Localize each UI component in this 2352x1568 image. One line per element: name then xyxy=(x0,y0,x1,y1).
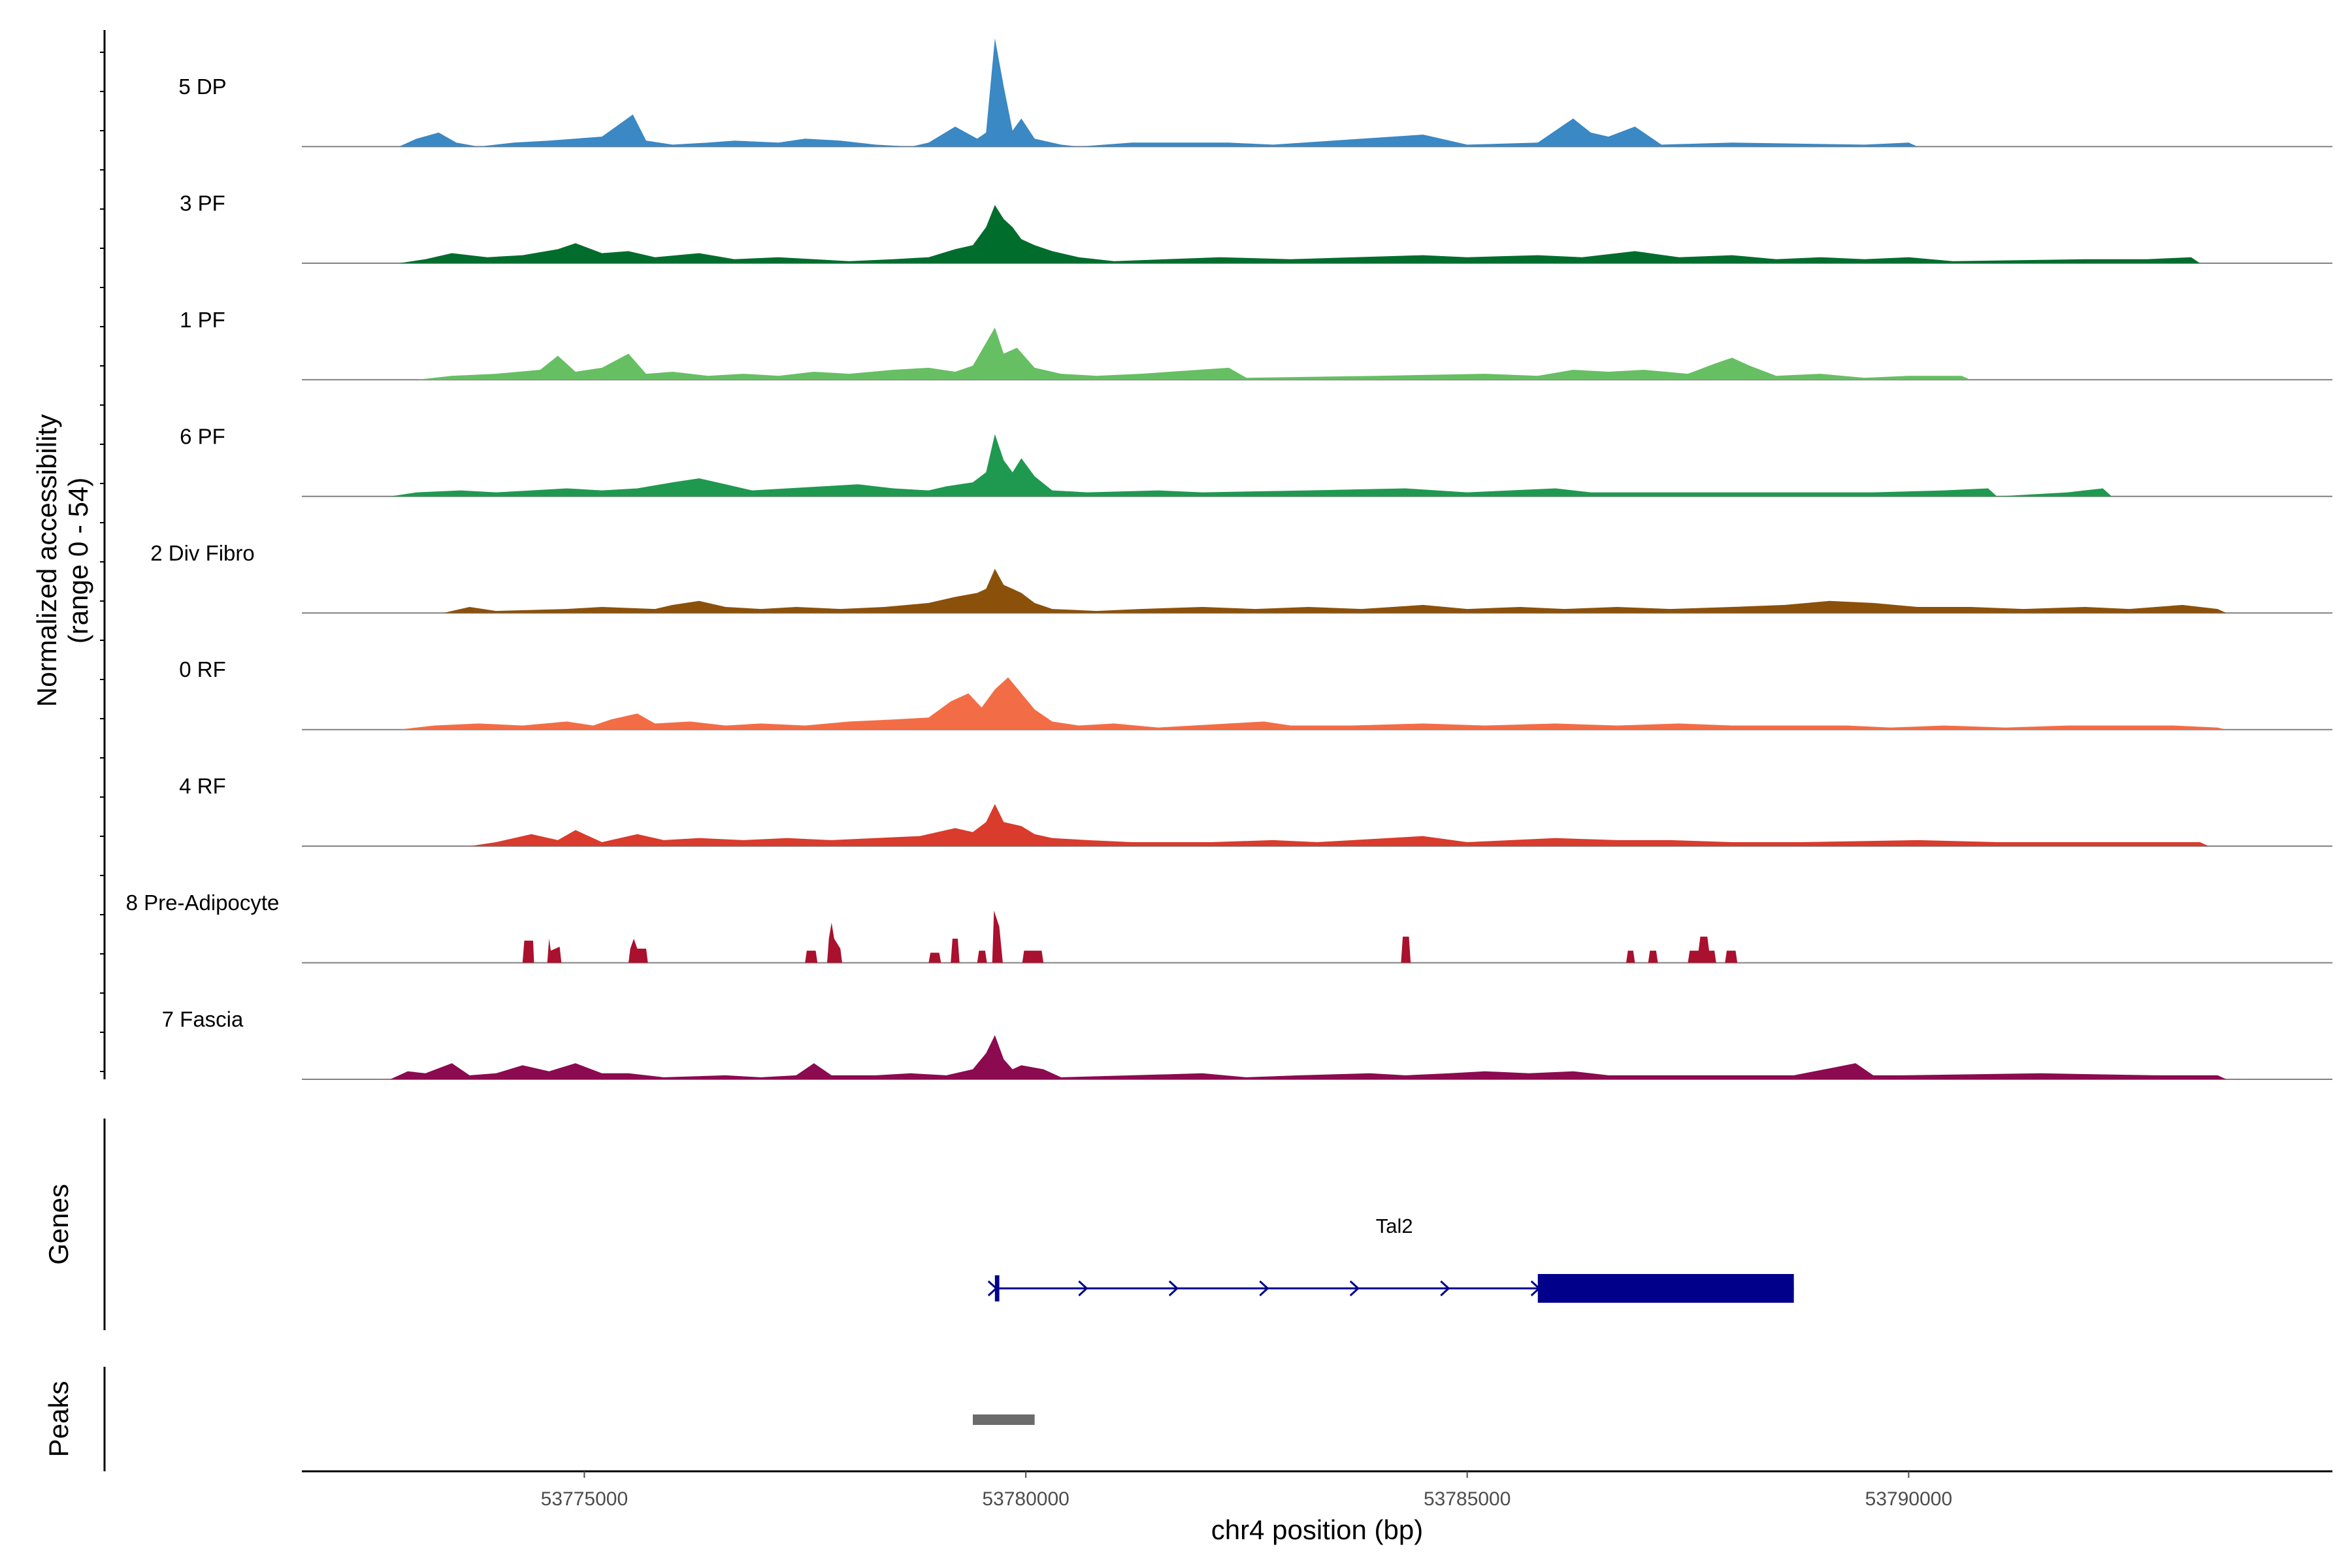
strand-arrow xyxy=(1078,1280,1088,1297)
coverage-panel: 5 DP 3 PF 1 PF 6 PF 2 Div Fibro 0 RF 4 RF 8 Pre… xyxy=(31,30,2332,1080)
track-label: 1 PF xyxy=(180,308,225,332)
x-tick-label: 53790000 xyxy=(1865,1488,1952,1510)
coverage-y-axis-title-line1: Normalized accessibility xyxy=(31,414,62,707)
track-2: 3 PF xyxy=(180,191,2332,264)
strand-arrow xyxy=(1259,1280,1269,1297)
peaks-panel-title: Peaks xyxy=(43,1381,74,1458)
peaks-panel: Peaks xyxy=(43,1367,1035,1471)
track-label: 7 Fascia xyxy=(162,1007,244,1032)
track-5: 2 Div Fibro xyxy=(150,541,2332,614)
track-4: 6 PF xyxy=(180,424,2332,497)
gene-models: Tal2 xyxy=(987,1215,1794,1303)
track-label: 4 RF xyxy=(179,774,226,798)
coverage-y-axis-title-line2: (range 0 - 54) xyxy=(63,478,93,644)
track-label: 6 PF xyxy=(180,424,225,448)
track-label: 0 RF xyxy=(179,657,226,681)
gene-exon xyxy=(994,1275,1000,1301)
track-area xyxy=(399,38,1918,147)
track-label: 3 PF xyxy=(180,191,225,215)
track-area xyxy=(390,1035,2227,1079)
track-6: 0 RF xyxy=(179,657,2332,730)
track-label: 5 DP xyxy=(178,74,226,99)
x-axis: 53775000 53780000 53785000 53790000 chr4 po… xyxy=(302,1470,2332,1545)
peak-bar xyxy=(973,1414,1035,1425)
strand-arrow xyxy=(1440,1280,1450,1297)
strand-arrow xyxy=(1349,1280,1360,1297)
track-area xyxy=(522,910,1738,963)
x-tick-label: 53780000 xyxy=(982,1488,1069,1510)
gene-name-label: Tal2 xyxy=(1376,1215,1413,1237)
track-area xyxy=(399,204,2200,263)
x-axis-title: chr4 position (bp) xyxy=(1211,1514,1424,1545)
track-area xyxy=(416,327,1971,380)
track-area xyxy=(390,434,2112,497)
track-area xyxy=(469,804,2209,847)
genes-panel: Genes Tal2 xyxy=(43,1119,1794,1330)
x-tick-label: 53775000 xyxy=(541,1488,628,1510)
coverage-tracks: 5 DP 3 PF 1 PF 6 PF 2 Div Fibro 0 RF 4 RF 8 Pre… xyxy=(126,38,2332,1080)
track-1: 5 DP xyxy=(178,38,2332,148)
track-9: 7 Fascia xyxy=(162,1007,2332,1080)
track-area xyxy=(399,677,2227,730)
track-7: 4 RF xyxy=(179,774,2332,847)
gene-model: Tal2 xyxy=(987,1215,1794,1303)
track-area xyxy=(443,568,2227,613)
strand-arrow xyxy=(1168,1280,1179,1297)
peak-bars xyxy=(973,1414,1035,1425)
track-label: 8 Pre-Adipocyte xyxy=(126,890,280,915)
track-label: 2 Div Fibro xyxy=(150,541,255,565)
gene-exon xyxy=(1537,1274,1794,1303)
coverage-y-ticks xyxy=(100,52,105,1072)
x-tick-label: 53785000 xyxy=(1424,1488,1511,1510)
track-3: 1 PF xyxy=(180,308,2332,381)
track-8: 8 Pre-Adipocyte xyxy=(126,890,2332,964)
x-ticks: 53775000 53780000 53785000 53790000 xyxy=(541,1471,1952,1510)
genes-panel-title: Genes xyxy=(43,1184,74,1265)
